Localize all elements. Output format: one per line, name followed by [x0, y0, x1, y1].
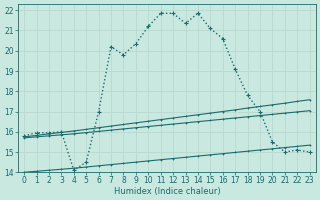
X-axis label: Humidex (Indice chaleur): Humidex (Indice chaleur): [114, 187, 220, 196]
